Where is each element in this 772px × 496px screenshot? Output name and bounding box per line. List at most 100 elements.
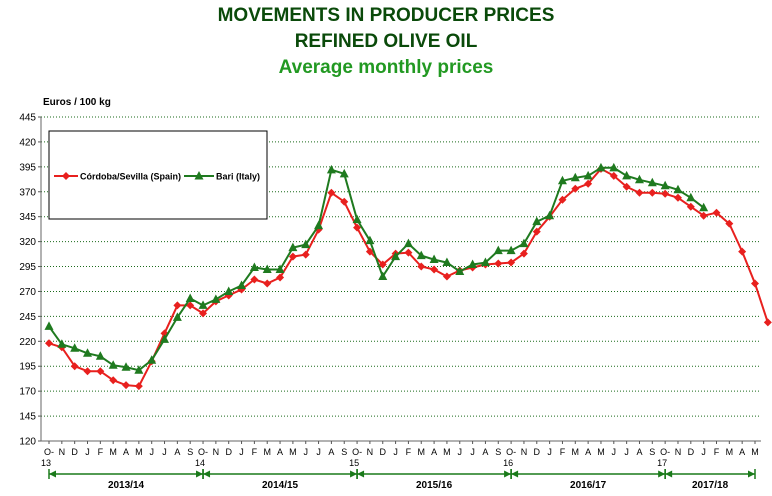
y-tick-label: 395: [19, 162, 36, 173]
data-point: [199, 309, 208, 318]
data-point: [186, 301, 195, 310]
y-tick-label: 170: [19, 387, 36, 398]
x-tick-label: M: [726, 447, 734, 457]
data-point: [45, 339, 53, 348]
y-tick-label: 420: [19, 137, 36, 148]
x-tick-label: J: [701, 447, 706, 457]
season-arrowhead: [350, 470, 358, 478]
data-point: [109, 376, 118, 385]
x-tick-label: J: [624, 447, 629, 457]
x-tick-label: J: [458, 447, 463, 457]
data-point: [661, 189, 670, 198]
y-axis-label: Euros / 100 kg: [43, 97, 111, 108]
x-tick-label: N: [521, 447, 528, 457]
data-point: [635, 188, 644, 197]
data-point: [134, 382, 143, 391]
data-point: [57, 339, 67, 348]
x-tick-label: A: [277, 447, 283, 457]
data-point: [660, 180, 670, 190]
x-tick-label: A: [328, 447, 334, 457]
x-tick-label: M: [572, 447, 580, 457]
x-tick-label: F: [98, 447, 104, 457]
legend-marker: [62, 172, 70, 180]
y-tick-label: 245: [19, 312, 36, 323]
data-point: [326, 164, 336, 174]
data-point: [494, 259, 503, 268]
data-point: [224, 286, 234, 295]
data-point: [532, 227, 541, 236]
data-point: [237, 280, 247, 289]
data-point: [96, 367, 105, 376]
series-line: [48, 166, 705, 372]
x-tick-label: M: [263, 447, 271, 457]
x-tick-label: M: [751, 447, 759, 457]
season-arrowhead: [665, 470, 673, 478]
data-point: [353, 223, 362, 232]
x-tick-label: A: [123, 447, 129, 457]
data-point: [686, 202, 695, 211]
x-tick-label: M: [443, 447, 451, 457]
data-point: [288, 242, 298, 252]
x-tick-label: J: [470, 447, 475, 457]
season-arrowhead: [511, 470, 519, 478]
data-point: [493, 245, 503, 255]
data-point: [725, 219, 734, 228]
x-tick-label: A: [636, 447, 642, 457]
season-arrowhead: [49, 470, 56, 478]
x-tick-label-year: 15: [349, 458, 359, 468]
data-point: [429, 254, 439, 264]
data-point: [314, 220, 324, 230]
x-tick-label: J: [162, 447, 167, 457]
data-point: [83, 367, 92, 376]
x-tick-label: J: [393, 447, 398, 457]
data-point: [122, 381, 131, 390]
y-tick-label: 120: [19, 437, 36, 448]
data-point: [250, 275, 259, 284]
x-tick-label: N: [213, 447, 220, 457]
data-point: [276, 273, 285, 282]
data-point: [365, 235, 375, 245]
y-tick-label: 370: [19, 187, 36, 198]
data-point: [70, 362, 79, 371]
x-tick-label: O-: [506, 447, 516, 457]
data-point: [609, 171, 618, 180]
data-point: [634, 174, 644, 184]
x-tick-label: J: [85, 447, 90, 457]
y-tick-label: 270: [19, 287, 36, 298]
data-point: [301, 239, 311, 249]
data-point: [83, 348, 93, 357]
data-point: [121, 362, 131, 371]
data-point: [596, 162, 606, 172]
y-tick-label: 320: [19, 237, 36, 248]
x-tick-label: A: [585, 447, 591, 457]
data-point: [712, 208, 721, 217]
data-point: [647, 177, 657, 187]
season-arrowhead: [203, 470, 211, 478]
data-point: [507, 258, 516, 267]
season-arrowhead: [748, 470, 755, 478]
data-point: [699, 202, 709, 212]
data-point: [198, 300, 208, 309]
data-point: [160, 334, 170, 343]
data-point: [699, 211, 708, 220]
data-point: [352, 214, 362, 224]
data-point: [738, 247, 747, 256]
x-tick-label: J: [239, 447, 244, 457]
x-tick-label: D: [71, 447, 78, 457]
x-tick-label: N: [367, 447, 374, 457]
data-point: [455, 266, 465, 276]
data-point: [95, 351, 105, 360]
data-point: [506, 245, 516, 255]
chart-subtitle-metric: Average monthly prices: [278, 57, 494, 78]
data-point: [70, 343, 80, 352]
data-point: [686, 192, 696, 202]
x-tick-label: F: [406, 447, 412, 457]
x-tick-label: A: [739, 447, 745, 457]
data-point: [404, 248, 413, 257]
data-point: [134, 365, 144, 374]
x-tick-label: M: [135, 447, 143, 457]
x-tick-label: S: [495, 447, 501, 457]
x-tick-label-year: 14: [195, 458, 205, 468]
x-tick-label: J: [612, 447, 617, 457]
